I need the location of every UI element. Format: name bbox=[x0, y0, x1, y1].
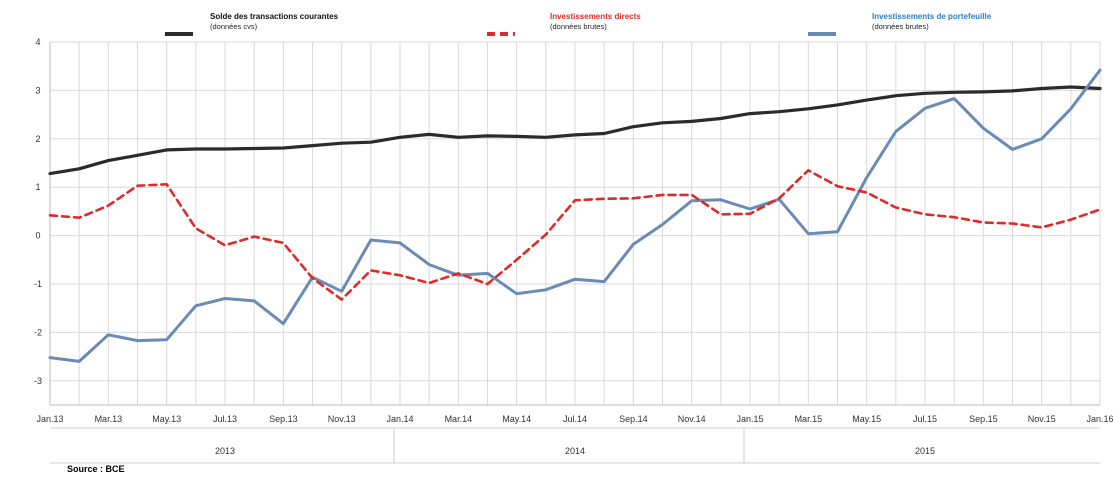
series-line-portfolio-investment bbox=[48, 68, 1102, 363]
x-tick-label: Jan.16 bbox=[1086, 414, 1113, 424]
y-tick-label: 2 bbox=[35, 134, 40, 144]
year-label: 2013 bbox=[215, 446, 235, 456]
source-label: Source : BCE bbox=[67, 464, 125, 474]
year-label: 2014 bbox=[565, 446, 585, 456]
year-label: 2015 bbox=[915, 446, 935, 456]
x-axis: Jan.13 Mar.13 May.13 Jul.13 Sep.13 Nov.13 Jan.… bbox=[36, 414, 1113, 464]
legend: Solde des transactions courantes(données… bbox=[165, 12, 992, 36]
x-tick-label: Nov.15 bbox=[1028, 414, 1056, 424]
x-tick-label: Nov.13 bbox=[328, 414, 356, 424]
series-line-direct-investment bbox=[48, 169, 1102, 301]
x-tick-label: Sep.14 bbox=[619, 414, 648, 424]
x-tick-label: Mar.14 bbox=[445, 414, 473, 424]
x-tick-label: Mar.13 bbox=[95, 414, 123, 424]
legend-note: (données brutes) bbox=[872, 22, 929, 31]
x-tick-label: Sep.13 bbox=[269, 414, 298, 424]
legend-title: Solde des transactions courantes bbox=[210, 12, 339, 21]
series-layer bbox=[48, 68, 1102, 363]
x-tick-label: Jan.13 bbox=[36, 414, 63, 424]
x-tick-label: Jul.14 bbox=[563, 414, 587, 424]
x-tick-label: Jan.14 bbox=[386, 414, 413, 424]
y-tick-label: -2 bbox=[34, 327, 42, 337]
y-tick-label: 0 bbox=[35, 231, 40, 241]
x-tick-label: Jan.15 bbox=[736, 414, 763, 424]
legend-note: (données brutes) bbox=[550, 22, 607, 31]
x-tick-label: Jul.15 bbox=[913, 414, 937, 424]
y-tick-label: -1 bbox=[34, 279, 42, 289]
y-tick-label: 3 bbox=[35, 85, 40, 95]
x-tick-label: May.15 bbox=[852, 414, 881, 424]
legend-title: Investissements de portefeuille bbox=[872, 12, 992, 21]
y-tick-label: 1 bbox=[35, 182, 40, 192]
legend-title: Investissements directs bbox=[550, 12, 641, 21]
x-tick-label: Jul.13 bbox=[213, 414, 237, 424]
x-tick-label: Sep.15 bbox=[969, 414, 998, 424]
y-tick-label: 4 bbox=[35, 37, 40, 47]
x-tick-label: May.13 bbox=[152, 414, 181, 424]
legend-note: (données cvs) bbox=[210, 22, 258, 31]
x-tick-label: May.14 bbox=[502, 414, 531, 424]
y-tick-label: -3 bbox=[34, 376, 42, 386]
y-axis: -3 -2 -1 0 1 2 3 4 bbox=[34, 37, 42, 386]
grid bbox=[49, 41, 1101, 406]
x-tick-label: Nov.14 bbox=[678, 414, 706, 424]
series-line-current-account bbox=[48, 85, 1102, 176]
x-tick-label: Mar.15 bbox=[795, 414, 823, 424]
